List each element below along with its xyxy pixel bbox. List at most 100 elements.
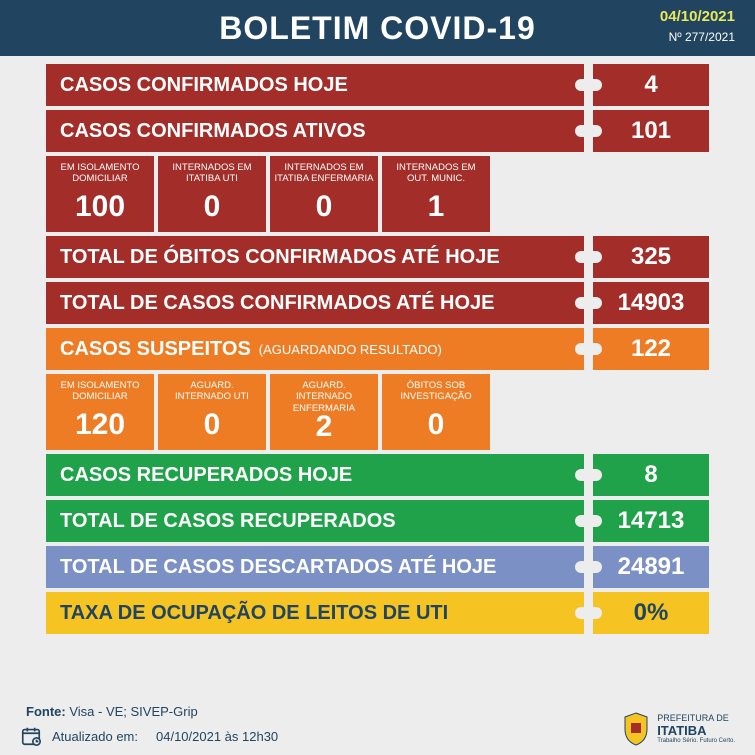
box-other-munic: INTERNADOS EM OUT. MUNIC. 1 xyxy=(382,156,490,232)
content: CASOS CONFIRMADOS HOJE 4 CASOS CONFIRMAD… xyxy=(0,56,755,634)
label-text: CASOS SUSPEITOS xyxy=(60,338,251,361)
value-text: 325 xyxy=(631,243,671,271)
updated-value: 04/10/2021 às 12h30 xyxy=(156,729,278,744)
box-value: 120 xyxy=(75,408,125,442)
value-text: 0% xyxy=(634,599,669,627)
box-enfermaria: AGUARD. INTERNADO ENFERMARIA 2 xyxy=(270,374,378,450)
row-confirmed-active: CASOS CONFIRMADOS ATIVOS 101 xyxy=(46,110,709,152)
label-text: TOTAL DE CASOS RECUPERADOS xyxy=(60,510,396,533)
box-uti: INTERNADOS EM ITATIBA UTI 0 xyxy=(158,156,266,232)
notch-icon xyxy=(592,561,602,573)
row-label: TAXA DE OCUPAÇÃO DE LEITOS DE UTI xyxy=(46,592,584,634)
row-value: 325 xyxy=(593,236,709,278)
label-text: TOTAL DE CASOS CONFIRMADOS ATÉ HOJE xyxy=(60,292,494,315)
header-title: BOLETIM COVID-19 xyxy=(219,10,535,47)
row-recovered-total: TOTAL DE CASOS RECUPERADOS 14713 xyxy=(46,500,709,542)
row-suspects: CASOS SUSPEITOS (AGUARDANDO RESULTADO) 1… xyxy=(46,328,709,370)
value-text: 14713 xyxy=(618,507,685,535)
row-discarded-total: TOTAL DE CASOS DESCARTADOS ATÉ HOJE 2489… xyxy=(46,546,709,588)
notch-icon xyxy=(592,515,602,527)
row-value: 8 xyxy=(593,454,709,496)
notch-icon xyxy=(575,469,585,481)
notch-icon xyxy=(592,469,602,481)
value-text: 24891 xyxy=(618,553,685,581)
notch-icon xyxy=(592,607,602,619)
notch-icon xyxy=(575,79,585,91)
row-value: 14903 xyxy=(593,282,709,324)
value-text: 122 xyxy=(631,335,671,363)
row-label: TOTAL DE CASOS CONFIRMADOS ATÉ HOJE xyxy=(46,282,584,324)
bulletin-container: BOLETIM COVID-19 04/10/2021 Nº 277/2021 … xyxy=(0,0,755,755)
value-text: 8 xyxy=(644,461,657,489)
header-number: Nº 277/2021 xyxy=(669,30,735,44)
row-value: 0% xyxy=(593,592,709,634)
row-label: CASOS CONFIRMADOS ATIVOS xyxy=(46,110,584,152)
row-confirmed-today: CASOS CONFIRMADOS HOJE 4 xyxy=(46,64,709,106)
box-value: 0 xyxy=(428,408,445,442)
row-value: 24891 xyxy=(593,546,709,588)
box-label: EM ISOLAMENTO DOMICILIAR xyxy=(50,380,150,404)
row-label: TOTAL DE CASOS DESCARTADOS ATÉ HOJE xyxy=(46,546,584,588)
city-logo: PREFEITURA DE ITATIBA Trabalho Sério. Fu… xyxy=(621,711,735,747)
row-value: 122 xyxy=(593,328,709,370)
box-label: INTERNADOS EM ITATIBA UTI xyxy=(162,162,262,186)
notch-icon xyxy=(592,297,602,309)
notch-icon xyxy=(575,515,585,527)
row-confirmed-total: TOTAL DE CASOS CONFIRMADOS ATÉ HOJE 1490… xyxy=(46,282,709,324)
notch-icon xyxy=(575,343,585,355)
header: BOLETIM COVID-19 04/10/2021 Nº 277/2021 xyxy=(0,0,755,56)
notch-icon xyxy=(592,79,602,91)
suspect-breakdown: EM ISOLAMENTO DOMICILIAR 120 AGUARD. INT… xyxy=(46,374,709,450)
box-value: 0 xyxy=(204,408,221,442)
notch-icon xyxy=(575,607,585,619)
label-text: CASOS CONFIRMADOS ATIVOS xyxy=(60,120,366,143)
row-uti-rate: TAXA DE OCUPAÇÃO DE LEITOS DE UTI 0% xyxy=(46,592,709,634)
row-label: TOTAL DE CASOS RECUPERADOS xyxy=(46,500,584,542)
value-text: 14903 xyxy=(618,289,685,317)
box-label: ÓBITOS SOB INVESTIGAÇÃO xyxy=(386,380,486,404)
notch-icon xyxy=(592,125,602,137)
notch-icon xyxy=(592,343,602,355)
notch-icon xyxy=(575,251,585,263)
source-value: Visa - VE; SIVEP-Grip xyxy=(69,704,197,719)
box-label: AGUARD. INTERNADO UTI xyxy=(162,380,262,404)
row-deaths-total: TOTAL DE ÓBITOS CONFIRMADOS ATÉ HOJE 325 xyxy=(46,236,709,278)
header-date: 04/10/2021 xyxy=(660,8,735,25)
row-value: 101 xyxy=(593,110,709,152)
notch-icon xyxy=(575,561,585,573)
label-note: (AGUARDANDO RESULTADO) xyxy=(259,342,442,357)
notch-icon xyxy=(575,297,585,309)
box-value: 0 xyxy=(204,190,221,224)
box-value: 2 xyxy=(316,410,333,444)
row-label: TOTAL DE ÓBITOS CONFIRMADOS ATÉ HOJE xyxy=(46,236,584,278)
source-label: Fonte: xyxy=(26,704,66,719)
notch-icon xyxy=(575,125,585,137)
box-label: INTERNADOS EM OUT. MUNIC. xyxy=(386,162,486,186)
row-value: 14713 xyxy=(593,500,709,542)
value-text: 4 xyxy=(644,71,657,99)
logo-tagline: Trabalho Sério. Futuro Certo. xyxy=(657,738,735,745)
logo-city: ITATIBA xyxy=(657,724,735,738)
box-value: 100 xyxy=(75,190,125,224)
row-recovered-today: CASOS RECUPERADOS HOJE 8 xyxy=(46,454,709,496)
updated-label: Atualizado em: xyxy=(52,729,138,744)
calendar-icon xyxy=(20,725,42,747)
label-text: TAXA DE OCUPAÇÃO DE LEITOS DE UTI xyxy=(60,602,448,625)
label-text: CASOS CONFIRMADOS HOJE xyxy=(60,74,348,97)
value-text: 101 xyxy=(631,117,671,145)
box-label: AGUARD. INTERNADO ENFERMARIA xyxy=(274,380,374,406)
row-label: CASOS CONFIRMADOS HOJE xyxy=(46,64,584,106)
row-label: CASOS SUSPEITOS (AGUARDANDO RESULTADO) xyxy=(46,328,584,370)
logo-text: PREFEITURA DE ITATIBA Trabalho Sério. Fu… xyxy=(657,714,735,745)
row-label: CASOS RECUPERADOS HOJE xyxy=(46,454,584,496)
box-uti: AGUARD. INTERNADO UTI 0 xyxy=(158,374,266,450)
box-label: EM ISOLAMENTO DOMICILIAR xyxy=(50,162,150,186)
active-breakdown: EM ISOLAMENTO DOMICILIAR 100 INTERNADOS … xyxy=(46,156,709,232)
box-deaths-investigation: ÓBITOS SOB INVESTIGAÇÃO 0 xyxy=(382,374,490,450)
box-label: INTERNADOS EM ITATIBA ENFERMARIA xyxy=(274,162,374,186)
row-value: 4 xyxy=(593,64,709,106)
label-text: TOTAL DE ÓBITOS CONFIRMADOS ATÉ HOJE xyxy=(60,246,500,269)
crest-icon xyxy=(621,711,651,747)
box-isolation: EM ISOLAMENTO DOMICILIAR 100 xyxy=(46,156,154,232)
box-value: 1 xyxy=(428,190,445,224)
